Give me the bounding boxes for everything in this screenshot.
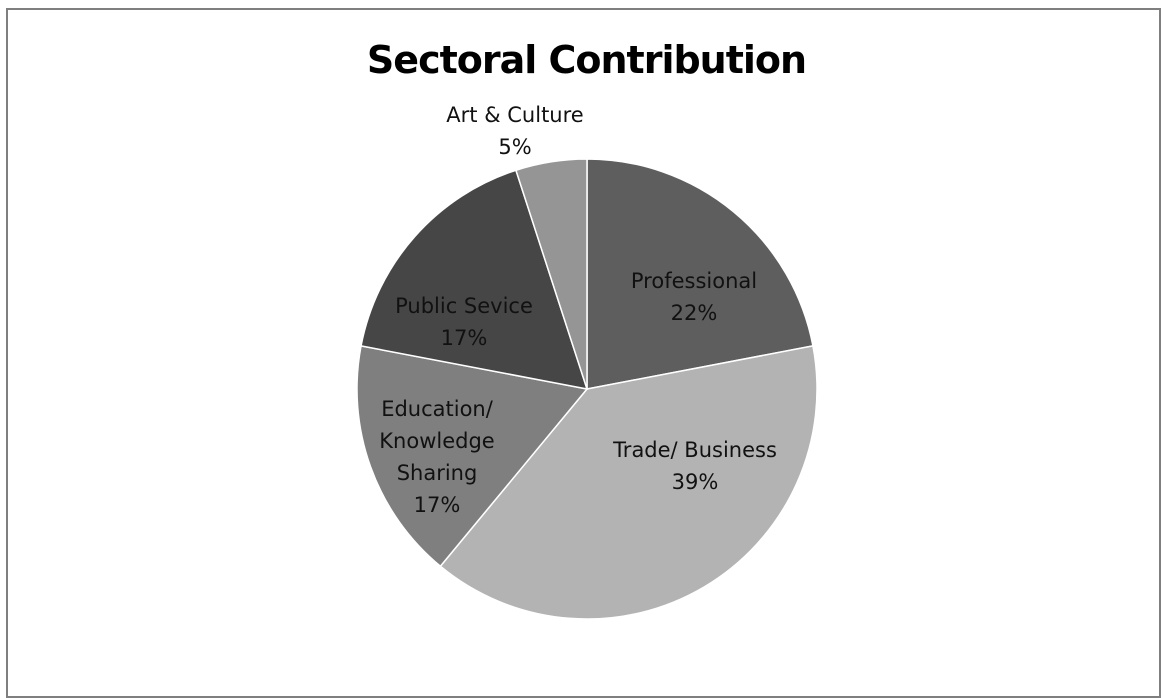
pie-label-art-culture: Art & Culture 5% — [446, 103, 583, 159]
pie-labels: Professional 22% Trade/ Business 39% Educati… — [379, 103, 777, 517]
pie-slice-public-sevice — [360, 169, 589, 390]
pie-label-name: Public Sevice — [395, 294, 533, 318]
pie-label-value: 5% — [498, 135, 531, 159]
pie-label-trade-business: Trade/ Business 39% — [612, 438, 777, 494]
pie-slices — [356, 158, 818, 620]
chart-title: Sectoral Contribution — [366, 38, 807, 82]
pie-label-value: 17% — [414, 493, 461, 517]
pie-label-value: 22% — [671, 301, 718, 325]
pie-slice-education-knowledge-sharing — [356, 345, 589, 568]
pie-label-name: Art & Culture — [446, 103, 583, 127]
pie-slice-art-culture — [514, 158, 588, 390]
pie-label-public-sevice: Public Sevice 17% — [395, 294, 533, 350]
pie-label-name: Trade/ Business — [612, 438, 777, 462]
pie-label-name: Sharing — [397, 461, 478, 485]
pie-label-name: Knowledge — [379, 429, 494, 453]
pie-chart: Professional 22% Trade/ Business 39% Educati… — [356, 103, 818, 620]
pie-label-name: Professional — [631, 269, 757, 293]
pie-label-professional: Professional 22% — [631, 269, 757, 325]
pie-label-name: Education/ — [381, 397, 494, 421]
pie-label-value: 17% — [441, 326, 488, 350]
pie-label-education-knowledge-sharing: Education/Knowledge Sharing 17% — [379, 397, 494, 517]
pie-label-value: 39% — [672, 470, 719, 494]
pie-slice-trade-business — [439, 345, 818, 620]
pie-slice-professional — [586, 158, 814, 390]
